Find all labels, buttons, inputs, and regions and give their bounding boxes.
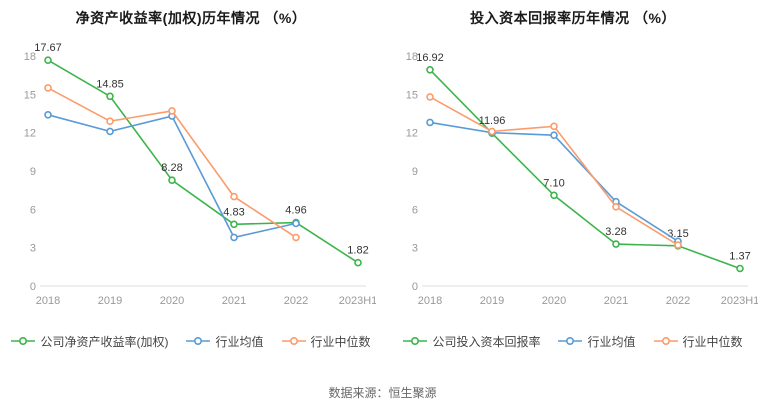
svg-text:6: 6: [412, 204, 418, 216]
data-source-note: 数据来源：恒生聚源: [328, 386, 437, 400]
svg-text:12: 12: [406, 128, 418, 140]
svg-text:18: 18: [406, 51, 418, 63]
legend-item[interactable]: 公司投入资本回报率: [403, 333, 540, 350]
svg-text:3: 3: [412, 243, 418, 255]
svg-text:1.37: 1.37: [729, 251, 750, 263]
legend-label: 行业均值: [215, 334, 264, 349]
svg-text:6: 6: [30, 204, 36, 216]
legend-label: 公司投入资本回报率: [432, 334, 541, 349]
legend-marker-icon: [186, 336, 211, 346]
svg-text:18: 18: [24, 51, 36, 63]
svg-text:1.82: 1.82: [347, 245, 368, 257]
legend-marker-icon: [403, 336, 428, 346]
legend-marker-icon: [653, 336, 678, 346]
chart-plot: 0 3 6 9 12 15 18 2018 2019 2020 2021 2022 2023H1 17.6…: [24, 42, 376, 307]
svg-text:9: 9: [30, 166, 36, 178]
svg-text:2020: 2020: [542, 295, 566, 307]
legend-marker-icon: [11, 336, 36, 346]
chart-legend: 公司净资产收益率(加权) 行业均值 行业中位数: [11, 330, 371, 352]
svg-text:2020: 2020: [160, 295, 184, 307]
svg-text:3.15: 3.15: [667, 228, 688, 240]
svg-text:2018: 2018: [418, 295, 442, 307]
legend-label: 行业中位数: [310, 334, 371, 349]
legend-marker-icon: [558, 336, 583, 346]
svg-text:7.10: 7.10: [543, 177, 564, 189]
svg-text:4.96: 4.96: [285, 205, 306, 217]
svg-text:2019: 2019: [480, 295, 504, 307]
legend-item[interactable]: 行业均值: [186, 333, 264, 350]
svg-text:15: 15: [24, 89, 36, 101]
svg-text:16.92: 16.92: [416, 52, 444, 64]
svg-text:2021: 2021: [604, 295, 628, 307]
svg-text:2022: 2022: [666, 295, 690, 307]
legend-marker-icon: [281, 336, 306, 346]
legend-item[interactable]: 行业均值: [558, 333, 636, 350]
legend-item[interactable]: 行业中位数: [653, 333, 743, 350]
roe-chart: 净资产收益率(加权)历年情况 （%） 0 3 6 9 12 15 18 2018 2019 202…: [0, 0, 382, 374]
svg-text:12: 12: [24, 128, 36, 140]
legend-label: 行业中位数: [682, 334, 743, 349]
svg-text:2023H1: 2023H1: [721, 295, 758, 307]
svg-text:2019: 2019: [98, 295, 122, 307]
svg-text:11.96: 11.96: [479, 115, 506, 127]
chart-legend: 公司投入资本回报率 行业均值 行业中位数: [403, 330, 743, 352]
svg-text:17.67: 17.67: [34, 42, 62, 54]
svg-text:2018: 2018: [36, 295, 60, 307]
svg-text:0: 0: [412, 281, 418, 293]
svg-text:15: 15: [406, 89, 418, 101]
legend-label: 行业均值: [587, 334, 636, 349]
chart-title: 净资产收益率(加权)历年情况 （%）: [75, 10, 307, 26]
legend-item[interactable]: 行业中位数: [281, 333, 371, 350]
svg-text:4.83: 4.83: [223, 206, 244, 218]
svg-text:8.28: 8.28: [161, 162, 182, 174]
svg-text:2021: 2021: [222, 295, 246, 307]
legend-item[interactable]: 公司净资产收益率(加权): [11, 333, 168, 350]
svg-text:2023H1: 2023H1: [339, 295, 376, 307]
legend-label: 公司净资产收益率(加权): [40, 334, 169, 349]
svg-text:9: 9: [412, 166, 418, 178]
svg-text:14.85: 14.85: [96, 78, 124, 90]
svg-text:3.28: 3.28: [605, 226, 626, 238]
svg-text:2022: 2022: [284, 295, 308, 307]
chart-plot: 0 3 6 9 12 15 18 2018 2019 2020 2021 2022 2023H1 16.9…: [406, 51, 758, 307]
svg-text:3: 3: [30, 243, 36, 255]
svg-text:0: 0: [30, 281, 36, 293]
roic-chart: 投入资本回报率历年情况 （%） 0 3 6 9 12 15 18 2018 2019 2020 20…: [382, 0, 764, 374]
charts-row: 净资产收益率(加权)历年情况 （%） 0 3 6 9 12 15 18 2018 2019 202…: [0, 0, 764, 374]
chart-title: 投入资本回报率历年情况 （%）: [470, 10, 676, 26]
